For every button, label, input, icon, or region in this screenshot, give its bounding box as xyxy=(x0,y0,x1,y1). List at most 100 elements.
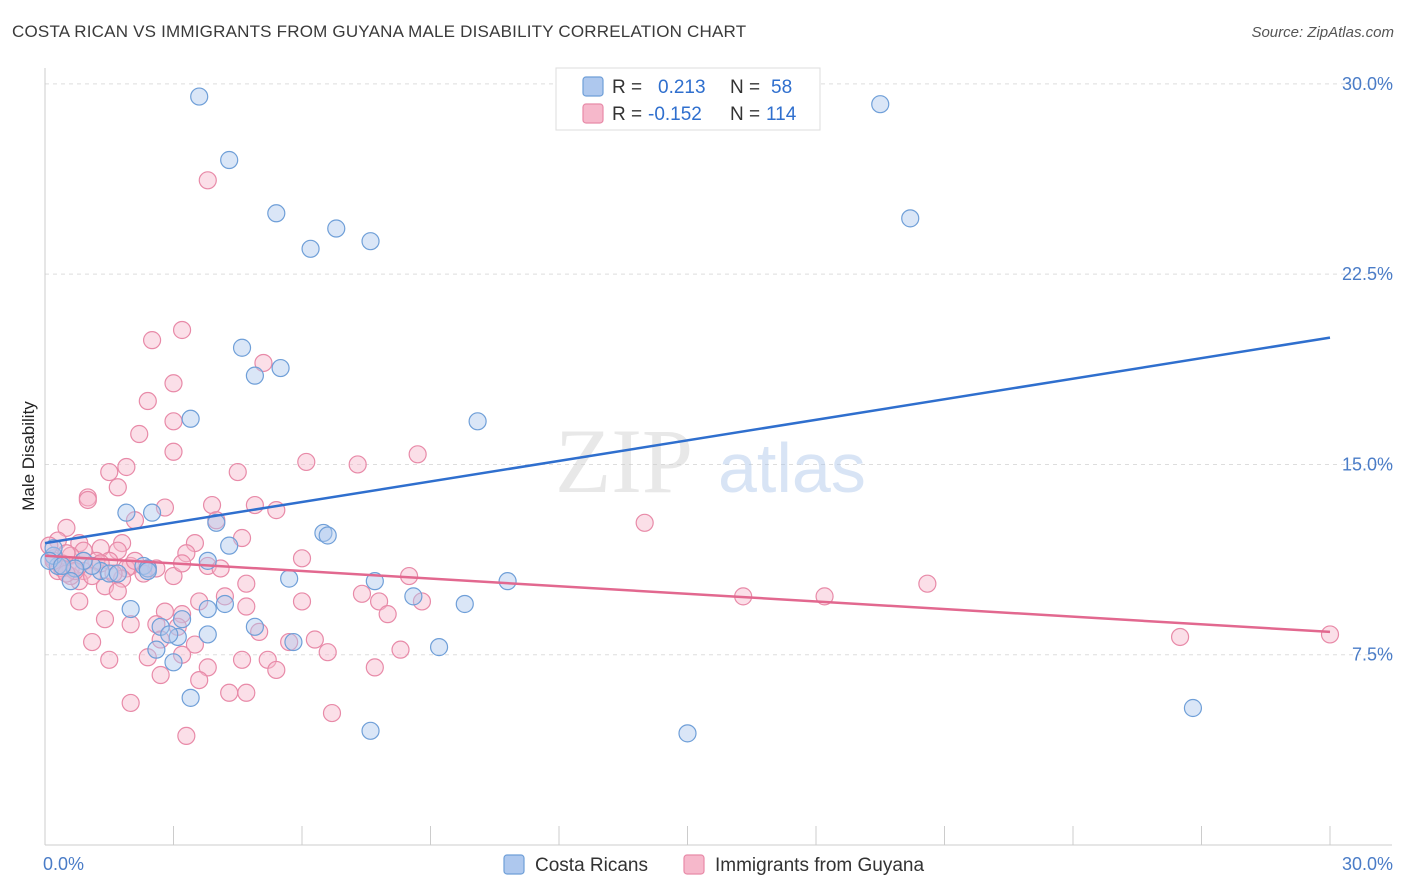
guyana-point-34 xyxy=(292,549,312,568)
costa-rican-point-52 xyxy=(181,688,200,707)
y-tick-label-1: 15.0% xyxy=(1342,454,1393,474)
costa-rican-point-48 xyxy=(284,632,303,652)
guyana-point-8 xyxy=(164,442,183,461)
costa-rican-point-40 xyxy=(121,599,140,619)
correlation-legend: R = 0.213 N = 58 R = -0.152 N = 114 xyxy=(555,67,821,131)
costa-rican-point-29 xyxy=(61,572,80,591)
guyana-point-90 xyxy=(151,665,170,685)
guyana-point-1 xyxy=(172,320,192,340)
guyana-point-6 xyxy=(164,412,183,431)
guyana-point-33 xyxy=(177,544,196,563)
guyana-point-68 xyxy=(237,597,256,616)
guyana-point-78 xyxy=(83,632,102,652)
guyana-point-89 xyxy=(365,658,384,677)
costa-rican-point-0 xyxy=(190,87,209,106)
series-guyana-points xyxy=(40,171,1340,746)
guyana-point-71 xyxy=(121,615,140,634)
guyana-point-53 xyxy=(108,582,127,601)
costa-rican-point-39 xyxy=(198,599,217,619)
guyana-point-96 xyxy=(177,726,196,746)
guyana-point-88 xyxy=(267,660,286,680)
y-tick-label-2: 22.5% xyxy=(1342,264,1393,284)
costa-rican-point-16 xyxy=(207,513,226,532)
series-legend: Costa Ricans Immigrants from Guyana xyxy=(503,854,924,876)
costa-rican-point-34 xyxy=(53,556,72,576)
costa-rican-point-44 xyxy=(498,572,517,591)
guyana-point-13 xyxy=(100,462,119,482)
watermark-atlas: atlas xyxy=(718,429,866,507)
guyana-point-11 xyxy=(348,455,367,474)
legend-swatch-pink xyxy=(582,103,604,124)
costa-rican-point-35 xyxy=(280,569,299,588)
guyana-point-0 xyxy=(198,171,217,190)
costa-rican-point-13 xyxy=(468,412,487,431)
costa-rican-point-10 xyxy=(245,366,264,385)
y-axis-label: Male Disability xyxy=(19,401,38,511)
guyana-point-60 xyxy=(215,587,234,606)
costa-rican-point-36 xyxy=(365,572,384,591)
costa-rican-point-45 xyxy=(245,617,264,636)
watermark-zip: ZIP xyxy=(555,410,693,512)
x-tick-label-0: 0.0% xyxy=(43,854,84,874)
guyana-point-64 xyxy=(292,592,312,611)
guyana-point-92 xyxy=(220,683,239,702)
guyana-point-94 xyxy=(121,693,140,713)
guyana-point-62 xyxy=(412,592,432,611)
guyana-point-9 xyxy=(408,445,427,464)
costa-rican-point-6 xyxy=(901,209,920,228)
costa-rican-point-50 xyxy=(164,653,183,672)
guyana-point-59 xyxy=(352,584,372,603)
guyana-point-80 xyxy=(391,640,410,659)
costa-rican-point-17 xyxy=(220,536,239,555)
y-tick-labels: 7.5% 15.0% 22.5% 30.0% xyxy=(1342,74,1393,665)
costa-rican-point-43 xyxy=(455,594,474,614)
guyana-point-25 xyxy=(57,518,76,537)
guyana-point-49 xyxy=(164,566,183,586)
legend-r-value-2: -0.152 xyxy=(648,104,702,125)
guyana-point-14 xyxy=(228,462,247,482)
costa-rican-point-14 xyxy=(142,503,162,522)
costa-rican-point-23 xyxy=(138,561,157,581)
costa-rican-point-5 xyxy=(301,239,320,258)
guyana-point-97 xyxy=(1170,627,1190,647)
guyana-point-69 xyxy=(378,605,397,624)
y-tick-label-0: 7.5% xyxy=(1352,645,1393,665)
legend-r-label-2: R = xyxy=(612,104,642,125)
guyana-point-12 xyxy=(117,457,136,477)
watermark: ZIP atlas xyxy=(555,410,866,512)
series-legend-swatch-guyana xyxy=(683,854,705,875)
costa-rican-point-1 xyxy=(220,150,239,170)
guyana-point-10 xyxy=(297,452,316,472)
costa-rican-point-49 xyxy=(147,640,166,659)
guyana-point-61 xyxy=(370,592,389,611)
costa-rican-point-38 xyxy=(215,594,234,614)
guyana-point-70 xyxy=(95,610,115,629)
costa-rican-point-37 xyxy=(404,587,423,606)
guyana-point-2 xyxy=(142,331,162,350)
guyana-point-87 xyxy=(198,658,217,677)
guyana-point-91 xyxy=(190,670,209,690)
legend-n-value-2: 114 xyxy=(766,104,797,125)
costa-rican-point-54 xyxy=(678,724,697,743)
guyana-point-24 xyxy=(635,513,654,532)
costa-rican-point-7 xyxy=(871,95,890,114)
x-tick-label-1: 30.0% xyxy=(1342,854,1393,874)
guyana-point-18 xyxy=(202,495,222,515)
costa-rican-point-15 xyxy=(117,503,136,522)
costa-rican-point-12 xyxy=(181,409,200,428)
legend-r-label-1: R = xyxy=(612,77,642,98)
costa-rican-point-3 xyxy=(327,219,346,238)
guyana-point-4 xyxy=(254,353,273,373)
guyana-point-95 xyxy=(322,703,342,723)
guyana-point-58 xyxy=(918,574,937,593)
costa-rican-point-4 xyxy=(361,232,380,251)
costa-rican-point-19 xyxy=(318,526,337,545)
guyana-point-51 xyxy=(237,574,256,593)
series-legend-label-costa-rican: Costa Ricans xyxy=(535,855,648,876)
costa-rican-point-2 xyxy=(267,204,286,223)
guyana-point-75 xyxy=(305,630,324,649)
costa-rican-point-56 xyxy=(160,625,179,644)
guyana-point-79 xyxy=(185,635,205,654)
legend-n-value-1: 58 xyxy=(771,77,792,98)
